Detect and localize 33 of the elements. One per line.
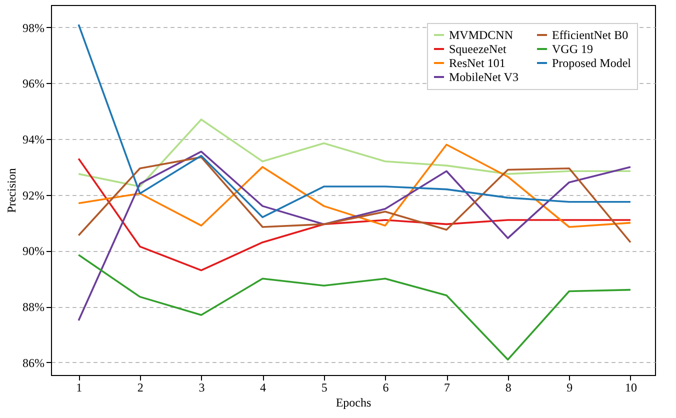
- legend-label: ResNet 101: [449, 56, 506, 70]
- line-series: [78, 24, 632, 218]
- y-tick-label: 88%: [22, 300, 44, 314]
- legend-label: EfficientNet B0: [552, 28, 628, 42]
- y-tick-label: 94%: [22, 132, 44, 147]
- line-series: [78, 158, 632, 272]
- legend-label: SqueezeNet: [449, 42, 507, 56]
- y-tick-label: 92%: [22, 188, 44, 202]
- x-axis-title: Epochs: [336, 396, 372, 410]
- x-tick-label: 10: [624, 380, 637, 394]
- legend-label: VGG 19: [552, 42, 593, 56]
- x-tick-label: 8: [505, 380, 512, 394]
- y-tick-label: 90%: [22, 244, 44, 258]
- x-tick-label: 1: [76, 380, 82, 394]
- y-tick-label: 96%: [22, 76, 44, 91]
- line-series: [78, 144, 632, 228]
- legend-label: Proposed Model: [552, 56, 632, 70]
- legend-label: MobileNet V3: [449, 70, 518, 84]
- x-tick-label: 7: [444, 380, 450, 394]
- line-series: [78, 118, 632, 188]
- line-series: [78, 150, 632, 322]
- line-series: [78, 156, 632, 244]
- x-tick-label: 2: [137, 380, 144, 394]
- y-tick-label: 86%: [22, 356, 44, 370]
- x-tick-label: 5: [321, 380, 328, 394]
- x-tick-label: 6: [382, 380, 389, 394]
- y-axis-title: Precision: [4, 168, 19, 213]
- x-tick-label: 4: [260, 380, 266, 394]
- x-tick-label: 3: [198, 380, 205, 394]
- x-tick-label: 9: [566, 380, 573, 394]
- y-tick-label: 98%: [22, 20, 44, 35]
- line-series: [78, 254, 632, 361]
- legend-label: MVMDCNN: [449, 28, 514, 42]
